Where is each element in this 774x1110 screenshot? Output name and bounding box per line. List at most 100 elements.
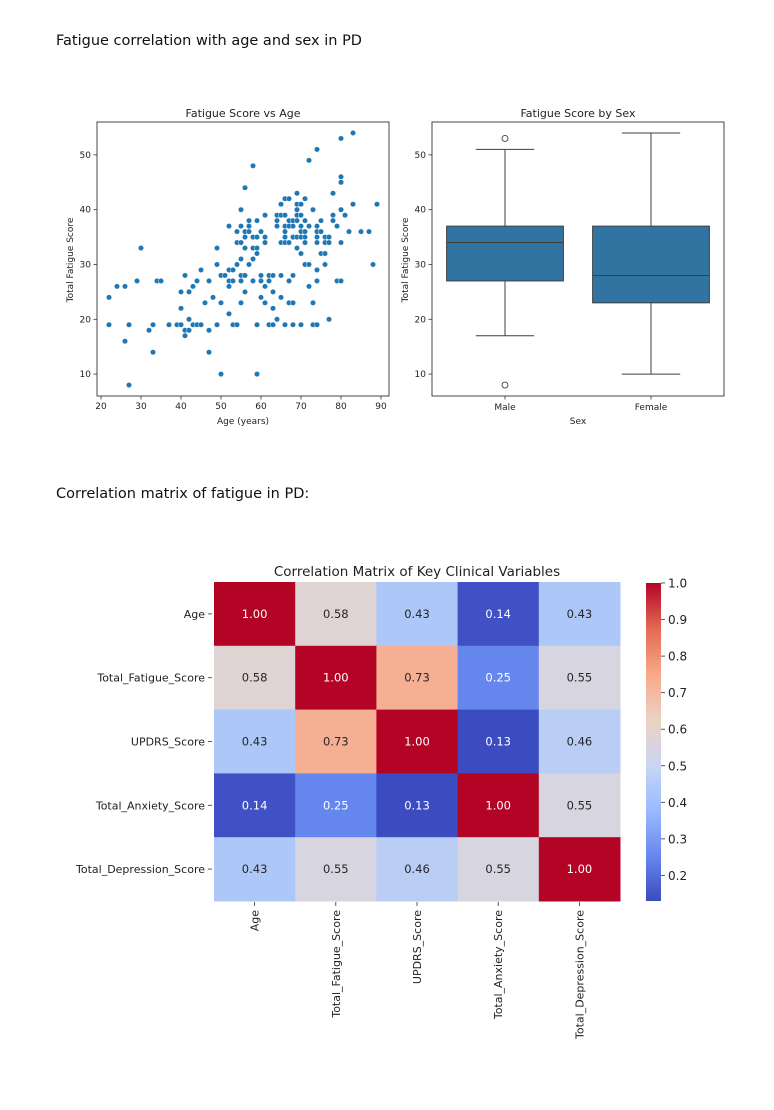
- scatter-point: [258, 278, 264, 284]
- scatter-point: [250, 278, 256, 284]
- scatter-point: [242, 234, 248, 240]
- heatmap-row-label: Total_Depression_Score: [75, 863, 205, 876]
- heatmap-col-label: UPDRS_Score: [411, 910, 424, 984]
- scatter-point: [326, 316, 332, 323]
- scatter-point: [238, 299, 244, 306]
- scatter-point: [214, 261, 220, 268]
- heatmap-cell-value: 0.58: [323, 607, 349, 621]
- scatter-point: [198, 321, 204, 328]
- scatter-point: [258, 294, 264, 301]
- box-female: [592, 225, 710, 304]
- scatter-xtick-label: 50: [215, 402, 227, 412]
- heatmap-title: Correlation Matrix of Key Clinical Varia…: [274, 564, 560, 580]
- heatmap-cell-value: 0.13: [404, 798, 430, 812]
- heatmap-cell: [295, 645, 377, 711]
- scatter-point: [294, 190, 300, 197]
- heatmap-cell: [538, 837, 621, 902]
- scatter-xtick-label: 30: [135, 402, 147, 412]
- heatmap-cell: [295, 709, 377, 774]
- heatmap-cell-value: 0.43: [242, 862, 268, 876]
- scatter-point: [254, 245, 260, 251]
- scatter-point: [246, 223, 252, 230]
- scatter-point: [282, 228, 288, 235]
- scatter-point: [206, 327, 212, 334]
- scatter-ytick-label: 50: [80, 151, 92, 161]
- scatter-point: [286, 299, 292, 306]
- scatter-point: [290, 321, 296, 328]
- scatter-point: [234, 239, 240, 246]
- scatter-point: [226, 267, 232, 273]
- scatter-point: [246, 261, 252, 268]
- heatmap-cell: [538, 645, 621, 711]
- scatter-point: [186, 288, 192, 295]
- box-male-outlier: [501, 381, 509, 389]
- scatter-point: [210, 294, 216, 301]
- scatter-point: [338, 239, 344, 246]
- scatter-point: [290, 217, 296, 224]
- scatter-point: [242, 272, 248, 279]
- scatter-point: [214, 321, 220, 328]
- heatmap-cell: [538, 582, 621, 647]
- heatmap-cell-value: 0.14: [485, 607, 511, 621]
- heatmap-cell-value: 1.00: [404, 735, 430, 749]
- scatter-point: [286, 217, 292, 224]
- scatter-point: [262, 234, 268, 240]
- scatter-point: [358, 228, 364, 235]
- heatmap-cell: [538, 709, 621, 774]
- scatter-point: [366, 228, 372, 235]
- scatter-point: [330, 212, 336, 219]
- scatter-point: [254, 371, 260, 377]
- heatmap-cell-value: 0.13: [485, 735, 511, 749]
- scatter-xtick-label: 20: [95, 402, 107, 412]
- scatter-point: [238, 256, 244, 262]
- scatter-point: [302, 239, 308, 246]
- boxplot-ylabel: Total Fatigue Score: [401, 217, 411, 303]
- scatter-point: [158, 278, 164, 284]
- scatter-point: [298, 201, 304, 208]
- heatmap-cell-value: 0.43: [242, 735, 268, 749]
- colorbar-tick-label: 0.2: [668, 869, 687, 883]
- boxplot-xlabel: Sex: [570, 417, 587, 427]
- scatter-point: [314, 321, 320, 328]
- scatter-point: [374, 201, 380, 208]
- heatmap-cell: [295, 837, 377, 902]
- scatter-point: [254, 321, 260, 328]
- scatter-point: [254, 234, 260, 240]
- heatmap-cell: [376, 837, 459, 902]
- scatter-point: [314, 234, 320, 240]
- scatter-point: [202, 299, 208, 306]
- heatmap-cell-value: 0.14: [242, 798, 268, 812]
- scatter-point: [370, 261, 376, 268]
- boxplot-ytick-label: 40: [415, 206, 427, 216]
- heatmap-cell: [457, 773, 540, 838]
- scatter-point: [250, 234, 256, 240]
- scatter-point: [294, 234, 300, 240]
- scatter-point: [250, 256, 256, 262]
- heatmap-cell-value: 0.55: [567, 798, 593, 812]
- scatter-point: [314, 267, 320, 273]
- scatter-point: [186, 327, 192, 334]
- scatter-point: [254, 217, 260, 224]
- scatter-point: [230, 321, 236, 328]
- scatter-point: [226, 283, 232, 290]
- scatter-point: [242, 245, 248, 251]
- scatter-point: [294, 217, 300, 224]
- scatter-point: [122, 338, 128, 345]
- scatter-point: [246, 217, 252, 224]
- scatter-point: [262, 212, 268, 219]
- scatter-point: [310, 299, 316, 306]
- scatter-point: [274, 316, 280, 323]
- scatter-point: [174, 321, 180, 328]
- scatter-point: [106, 294, 112, 301]
- scatter-point: [146, 327, 152, 334]
- scatter-point: [182, 327, 188, 334]
- scatter-ytick-label: 20: [80, 315, 92, 325]
- scatter-point: [338, 206, 344, 213]
- scatter-point: [218, 299, 224, 306]
- scatter-point: [298, 234, 304, 240]
- scatter-point: [322, 234, 328, 240]
- scatter-point: [178, 305, 184, 312]
- scatter-point: [242, 228, 248, 235]
- scatter-point: [270, 321, 276, 328]
